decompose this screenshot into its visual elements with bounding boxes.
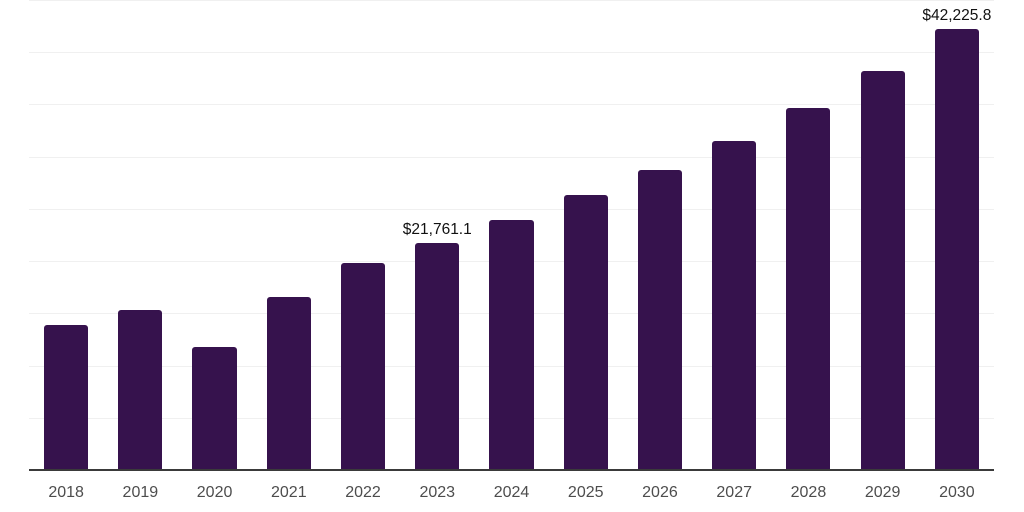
gridline xyxy=(29,156,994,158)
gridline xyxy=(29,52,994,54)
gridline xyxy=(29,208,994,210)
bar-2020 xyxy=(192,346,237,470)
bar-2026 xyxy=(637,170,683,470)
bar-2030 xyxy=(934,28,979,470)
bar-2025 xyxy=(563,195,608,470)
bar-value-label-2023: $21,761.1 xyxy=(402,220,472,238)
x-tick-2020: 2020 xyxy=(196,484,233,501)
x-tick-2023: 2023 xyxy=(419,484,456,501)
bar-2021 xyxy=(266,297,311,470)
bar-2024 xyxy=(489,219,534,470)
bar-2019 xyxy=(118,309,163,470)
x-tick-2030: 2030 xyxy=(939,484,975,501)
x-axis-line xyxy=(29,469,994,471)
x-tick-2028: 2028 xyxy=(790,484,827,501)
bar-2028 xyxy=(786,107,831,470)
bar-2018 xyxy=(44,324,89,470)
x-tick-2019: 2019 xyxy=(122,484,159,501)
bar-value-label-2030: $42,225.8 xyxy=(922,6,992,24)
gridline xyxy=(29,0,994,1)
x-tick-2029: 2029 xyxy=(864,484,901,501)
gridline xyxy=(29,104,994,106)
x-tick-2021: 2021 xyxy=(271,484,307,501)
x-tick-2022: 2022 xyxy=(345,484,381,501)
x-tick-2025: 2025 xyxy=(567,484,604,501)
bar-2029 xyxy=(860,71,905,470)
bar-2022 xyxy=(340,262,386,470)
x-tick-2026: 2026 xyxy=(642,484,678,501)
bar-2023 xyxy=(415,242,460,470)
x-tick-2018: 2018 xyxy=(48,484,84,501)
plot-area: $21,761.1 $42,225.8 xyxy=(29,0,994,470)
bar-2027 xyxy=(712,140,757,470)
x-tick-2024: 2024 xyxy=(493,484,530,501)
x-tick-2027: 2027 xyxy=(716,484,752,501)
